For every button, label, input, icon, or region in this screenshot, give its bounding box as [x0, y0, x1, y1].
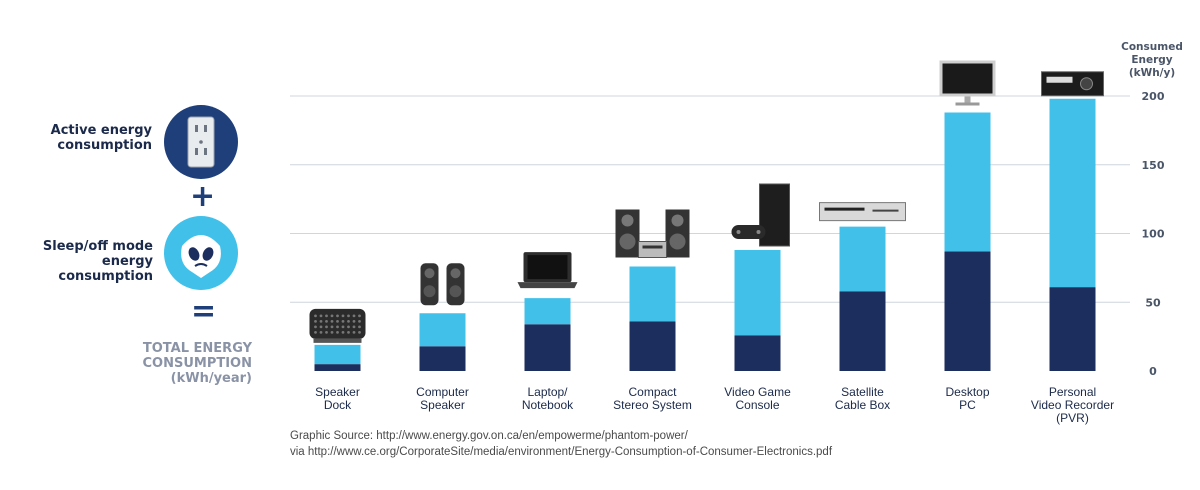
category-label: PC	[959, 398, 976, 412]
total-label-line-3: (kWh/year)	[170, 371, 252, 386]
y-tick-label: 0	[1149, 365, 1157, 378]
category-label: Video Game	[724, 385, 791, 399]
bar-sleep-0	[314, 364, 361, 371]
category-label: Laptop/	[527, 385, 568, 399]
category-label: Dock	[324, 398, 352, 412]
plus-sign: +	[190, 179, 216, 214]
speaker-dock-icon	[309, 308, 366, 343]
total-label-line-1: TOTAL ENERGY	[142, 341, 252, 356]
active-energy-label: Active energy consumption	[50, 123, 152, 153]
category-label: Console	[735, 398, 779, 412]
category-label: Cable Box	[835, 398, 890, 412]
stereo-system-icon	[615, 209, 690, 258]
bar-active-5	[839, 226, 886, 292]
category-label: Personal	[1049, 385, 1096, 399]
category-label: Stereo System	[613, 398, 692, 412]
y-tick-label: 100	[1142, 228, 1165, 241]
bar-active-1	[419, 313, 466, 347]
bar-sleep-2	[524, 324, 571, 371]
category-label: Video Recorder	[1031, 398, 1114, 412]
total-label-line-2: CONSUMPTION	[142, 356, 253, 371]
graphic-source: Graphic Source: http://www.energy.gov.on…	[290, 428, 832, 460]
equals-sign: =	[191, 294, 217, 329]
y-axis-title: Consumed	[1121, 41, 1183, 53]
pvr-icon	[1041, 71, 1104, 97]
y-tick-label: 50	[1145, 296, 1161, 309]
ghost-icon	[164, 216, 238, 290]
category-label: (PVR)	[1056, 411, 1089, 425]
bar-active-6	[944, 112, 991, 252]
bar-sleep-3	[629, 321, 676, 371]
category-label: Compact	[628, 385, 677, 399]
category-label: Desktop	[945, 385, 989, 399]
y-axis-title: Energy	[1131, 54, 1172, 66]
bar-sleep-7	[1049, 287, 1096, 371]
bar-active-3	[629, 266, 676, 322]
y-tick-label: 200	[1142, 90, 1165, 103]
cable-box-icon	[819, 202, 906, 222]
bar-active-7	[1049, 98, 1096, 288]
bar-active-0	[314, 344, 361, 365]
computer-speaker-icon	[420, 263, 465, 306]
desktop-monitor-icon	[939, 60, 996, 106]
bar-active-4	[734, 250, 781, 336]
category-label: Computer	[416, 385, 469, 399]
category-label: Notebook	[522, 398, 574, 412]
source-line-2: via http://www.ce.org/CorporateSite/medi…	[290, 446, 833, 458]
bar-sleep-4	[734, 335, 781, 371]
y-axis-title: (kWh/y)	[1129, 67, 1175, 79]
category-label: Satellite	[841, 385, 884, 399]
sleep-energy-label: Sleep/off mode energy consumption	[42, 239, 153, 284]
y-tick-label: 150	[1142, 159, 1165, 172]
bar-sleep-5	[839, 291, 886, 371]
source-line-1: Graphic Source: http://www.energy.gov.on…	[290, 430, 688, 442]
total-energy-label: TOTAL ENERGY CONSUMPTION (kWh/year)	[100, 341, 253, 386]
bar-sleep-6	[944, 251, 991, 371]
category-label: Speaker	[420, 398, 465, 412]
outlet-icon	[164, 105, 238, 179]
laptop-icon	[517, 252, 578, 289]
bar-sleep-1	[419, 346, 466, 371]
game-console-icon	[731, 183, 790, 247]
bar-active-2	[524, 298, 571, 325]
category-label: Speaker	[315, 385, 360, 399]
